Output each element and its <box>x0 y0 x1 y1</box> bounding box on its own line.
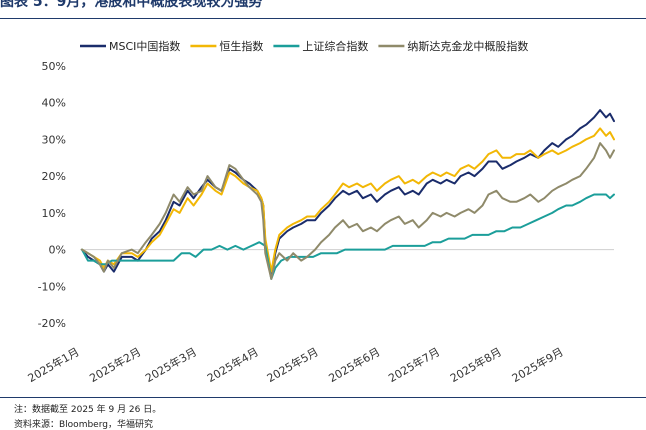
legend-label-4: 纳斯达克金龙中概股指数 <box>407 39 528 53</box>
x-tick-label: 2025年5月 <box>264 344 320 385</box>
y-tick-label: 50% <box>42 60 66 73</box>
line-chart: MSCI中国指数 恒生指数 上证综合指数 纳斯达克金龙中概股指数 -20% -10% 0%… <box>25 39 615 385</box>
series-line-2 <box>81 127 615 273</box>
x-tick-label: 2025年1月 <box>25 344 81 385</box>
figure-title: 图表 5：9月，港股和中概股表现较为强势 <box>0 0 263 10</box>
y-tick-label: -10% <box>38 280 66 293</box>
chart-legend: MSCI中国指数 恒生指数 上证综合指数 纳斯达克金龙中概股指数 <box>80 39 528 53</box>
legend-label-2: 恒生指数 <box>219 39 263 53</box>
title-divider <box>0 18 646 19</box>
source-note: 资料来源：Bloomberg，华福研究 <box>14 420 153 430</box>
legend-label-1: MSCI中国指数 <box>109 39 180 53</box>
y-axis: -20% -10% 0% 10% 20% 30% 40% 50% <box>38 60 66 330</box>
x-tick-label: 2025年3月 <box>143 344 199 385</box>
x-tick-label: 2025年7月 <box>386 344 442 385</box>
legend-label-3: 上证综合指数 <box>302 39 368 53</box>
x-tick-label: 2025年6月 <box>326 344 382 385</box>
series-line-1 <box>81 109 615 277</box>
footer-divider <box>0 397 646 398</box>
y-tick-label: 0% <box>49 244 66 257</box>
y-tick-label: 30% <box>42 133 66 146</box>
x-tick-label: 2025年2月 <box>87 344 143 385</box>
x-tick-label: 2025年9月 <box>509 344 565 385</box>
y-tick-label: -20% <box>38 317 66 330</box>
x-tick-label: 2025年8月 <box>448 344 504 385</box>
series-lines <box>81 109 615 280</box>
y-tick-label: 20% <box>42 170 66 183</box>
y-tick-label: 40% <box>42 97 66 110</box>
series-line-4 <box>81 142 615 280</box>
footnote: 注：数据截至 2025 年 9 月 26 日。 <box>14 405 162 415</box>
y-tick-label: 10% <box>42 207 66 220</box>
x-tick-label: 2025年4月 <box>204 344 260 385</box>
series-line-3 <box>81 193 615 280</box>
